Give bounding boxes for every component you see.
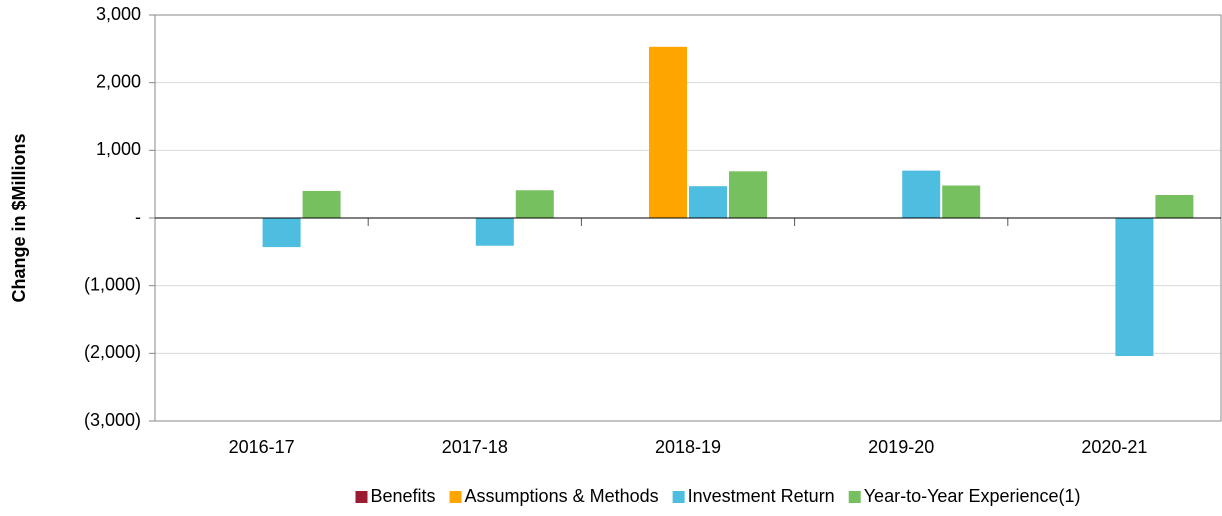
legend-label: Benefits xyxy=(370,486,435,506)
y-tick-label: 2,000 xyxy=(96,71,141,91)
bar xyxy=(902,170,941,218)
bar xyxy=(262,218,301,248)
legend-label: Investment Return xyxy=(688,486,835,506)
bar xyxy=(475,218,514,246)
legend-swatch xyxy=(449,491,462,503)
x-tick-label: 2016-17 xyxy=(229,437,295,457)
bar xyxy=(689,186,727,218)
legend-swatch xyxy=(848,491,861,503)
bar xyxy=(1155,194,1194,218)
y-tick-label: (3,000) xyxy=(84,410,141,430)
legend-label: Year-to-Year Experience(1) xyxy=(864,486,1081,506)
bar xyxy=(649,46,687,219)
x-tick-label: 2017-18 xyxy=(442,437,508,457)
bar xyxy=(515,190,554,218)
bar xyxy=(302,190,341,218)
legend-swatch xyxy=(672,491,685,503)
y-tick-label: 3,000 xyxy=(96,4,141,24)
legend-swatch xyxy=(355,491,368,503)
y-tick-label: 1,000 xyxy=(96,139,141,159)
y-tick-label: - xyxy=(135,207,141,227)
x-tick-label: 2019-20 xyxy=(868,437,934,457)
bar xyxy=(729,171,767,218)
x-tick-label: 2018-19 xyxy=(655,437,721,457)
bar xyxy=(942,185,981,218)
bar xyxy=(1115,218,1154,357)
legend-label: Assumptions & Methods xyxy=(465,486,659,506)
x-tick-label: 2020-21 xyxy=(1081,437,1147,457)
y-tick-label: (2,000) xyxy=(84,342,141,362)
y-axis-label: Change in $Millions xyxy=(9,133,29,302)
y-tick-label: (1,000) xyxy=(84,274,141,294)
